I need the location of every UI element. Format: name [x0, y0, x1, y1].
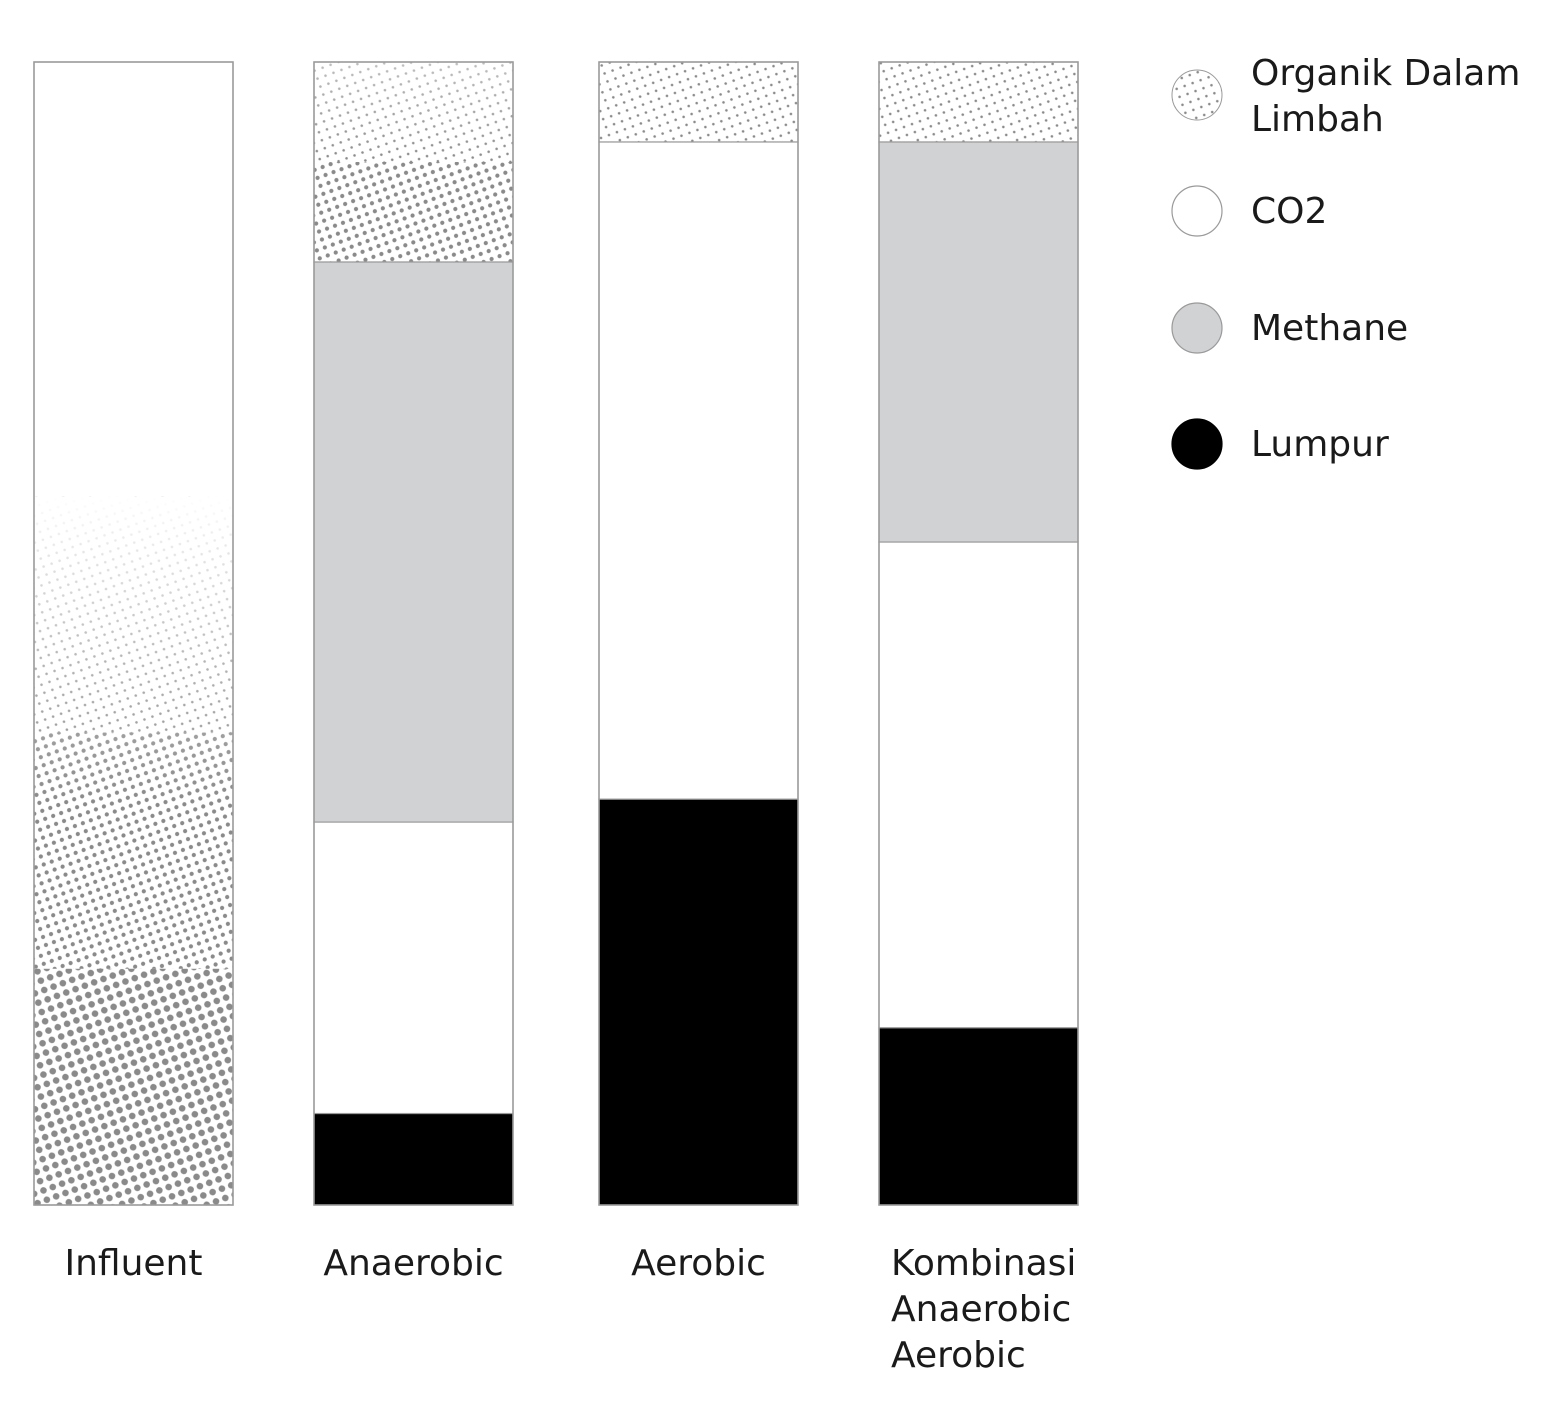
legend: Organik Dalam Limbah CO2 Methane Lumpur — [1171, 53, 1520, 470]
bar-segment-lumpur-3 — [878, 1027, 1079, 1206]
legend-label-organik: Organik Dalam Limbah — [1251, 53, 1520, 140]
bar-stack-aerobic — [598, 61, 799, 1206]
category-label-3: Kombinasi Anaerobic Aerobic — [891, 1243, 1076, 1376]
legend-item-co2: CO2 — [1171, 185, 1327, 237]
category-label-0: Influent — [64, 1243, 202, 1284]
bar-segment-lumpur-2 — [598, 798, 799, 1206]
bar-outline — [313, 61, 514, 1206]
legend-label-line: Lumpur — [1251, 424, 1389, 465]
legend-item-methane: Methane — [1171, 302, 1408, 354]
legend-swatch-co2 — [1171, 185, 1223, 237]
legend-swatch-organik — [1171, 69, 1223, 121]
category-label-line: Anaerobic — [891, 1289, 1071, 1330]
bar-outline — [33, 61, 234, 1206]
legend-swatch-methane — [1171, 302, 1223, 354]
bar-outline — [598, 61, 799, 1206]
legend-swatch-lumpur — [1171, 418, 1223, 470]
bar-segment-organik-2 — [598, 61, 799, 143]
bar-segment-co2-3 — [878, 541, 1079, 1029]
category-label-2: Aerobic — [631, 1243, 766, 1284]
bar-stack-influent — [33, 61, 234, 1206]
bar-segment-organik-3 — [878, 61, 1079, 143]
bar-stack-kombinasi-anaerobic-aerobic — [878, 61, 1079, 1206]
bar-segment-methane-1 — [313, 261, 514, 823]
bar-segment-co2-1 — [313, 821, 514, 1115]
legend-label-lumpur: Lumpur — [1251, 424, 1389, 465]
bar-segment-organik-1 — [313, 61, 514, 263]
bar-segment-methane-3 — [878, 141, 1079, 543]
bar-segment-lumpur-1 — [313, 1112, 514, 1206]
legend-label-methane: Methane — [1251, 308, 1408, 349]
bar-stack-anaerobic — [313, 61, 514, 1206]
category-labels: Influent Anaerobic Aerobic Kombinasi Anaerob… — [64, 1243, 1076, 1376]
category-label-line: Kombinasi — [891, 1243, 1076, 1284]
legend-item-lumpur: Lumpur — [1171, 418, 1389, 470]
legend-item-organik: Organik Dalam Limbah — [1171, 53, 1520, 140]
legend-label-line: Methane — [1251, 308, 1408, 349]
category-label-line: Aerobic — [631, 1243, 766, 1284]
legend-label-line: Limbah — [1251, 99, 1384, 140]
category-label-line: Aerobic — [891, 1335, 1026, 1376]
legend-label-co2: CO2 — [1251, 191, 1327, 232]
bar-outline — [878, 61, 1079, 1206]
bars-group — [33, 61, 1079, 1206]
bar-segment-co2-2 — [598, 141, 799, 800]
bar-segment-organik-0 — [33, 61, 234, 1206]
category-label-1: Anaerobic — [323, 1243, 503, 1284]
legend-label-line: CO2 — [1251, 191, 1327, 232]
category-label-line: Influent — [64, 1243, 202, 1284]
category-label-line: Anaerobic — [323, 1243, 503, 1284]
legend-label-line: Organik Dalam — [1251, 53, 1520, 94]
